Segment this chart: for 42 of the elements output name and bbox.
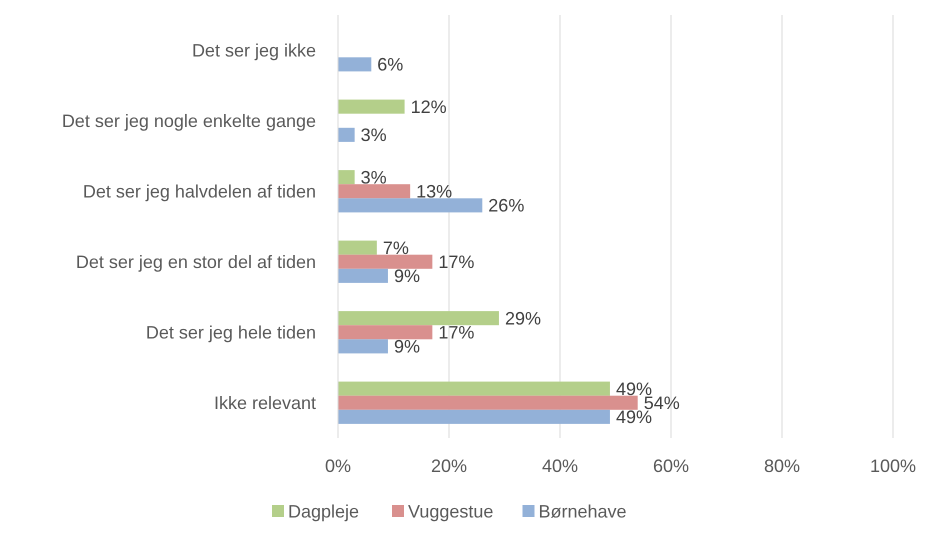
bar xyxy=(338,128,355,142)
y-tick-label: Det ser jeg halvdelen af tiden xyxy=(82,182,316,202)
bar xyxy=(338,184,410,198)
bar xyxy=(338,311,499,326)
y-tick-label: Det ser jeg ikke xyxy=(192,40,316,61)
legend-label: Børnehave xyxy=(538,501,627,522)
data-label: 13% xyxy=(416,182,452,202)
data-label: 29% xyxy=(504,308,541,328)
legend-label: Vuggestue xyxy=(408,501,494,522)
data-label: 6% xyxy=(377,54,404,75)
data-label: 3% xyxy=(360,167,387,188)
data-label: 9% xyxy=(394,336,420,357)
bar xyxy=(338,240,377,255)
legend-label: Dagpleje xyxy=(288,501,360,522)
data-label: 12% xyxy=(410,96,447,117)
x-tick-label: 100% xyxy=(870,456,916,476)
data-label: 17% xyxy=(438,322,474,343)
bar xyxy=(338,198,482,212)
y-tick-label: Det ser jeg hele tiden xyxy=(146,322,316,343)
data-label: 7% xyxy=(382,238,409,258)
bar xyxy=(338,100,405,114)
bar xyxy=(338,396,638,410)
bar xyxy=(338,325,432,340)
data-label: 17% xyxy=(438,252,474,272)
y-tick-label: Det ser jeg en stor del af tiden xyxy=(76,252,316,272)
x-tick-label: 0% xyxy=(324,456,352,476)
bar xyxy=(338,382,610,396)
data-label: 9% xyxy=(394,266,420,286)
bar xyxy=(338,57,372,72)
bar xyxy=(338,268,388,283)
bar xyxy=(338,170,355,184)
data-label: 3% xyxy=(360,125,387,146)
bar xyxy=(338,254,432,269)
y-tick-label: Ikke relevant xyxy=(214,393,316,414)
data-label: 26% xyxy=(488,196,524,216)
x-tick-label: 80% xyxy=(764,456,800,476)
bar xyxy=(338,410,610,424)
x-tick-label: 40% xyxy=(542,456,578,476)
y-tick-label: Det ser jeg nogle enkelte gange xyxy=(62,111,316,132)
x-tick-label: 60% xyxy=(652,456,690,476)
bar xyxy=(338,339,388,354)
x-tick-label: 20% xyxy=(430,456,468,476)
